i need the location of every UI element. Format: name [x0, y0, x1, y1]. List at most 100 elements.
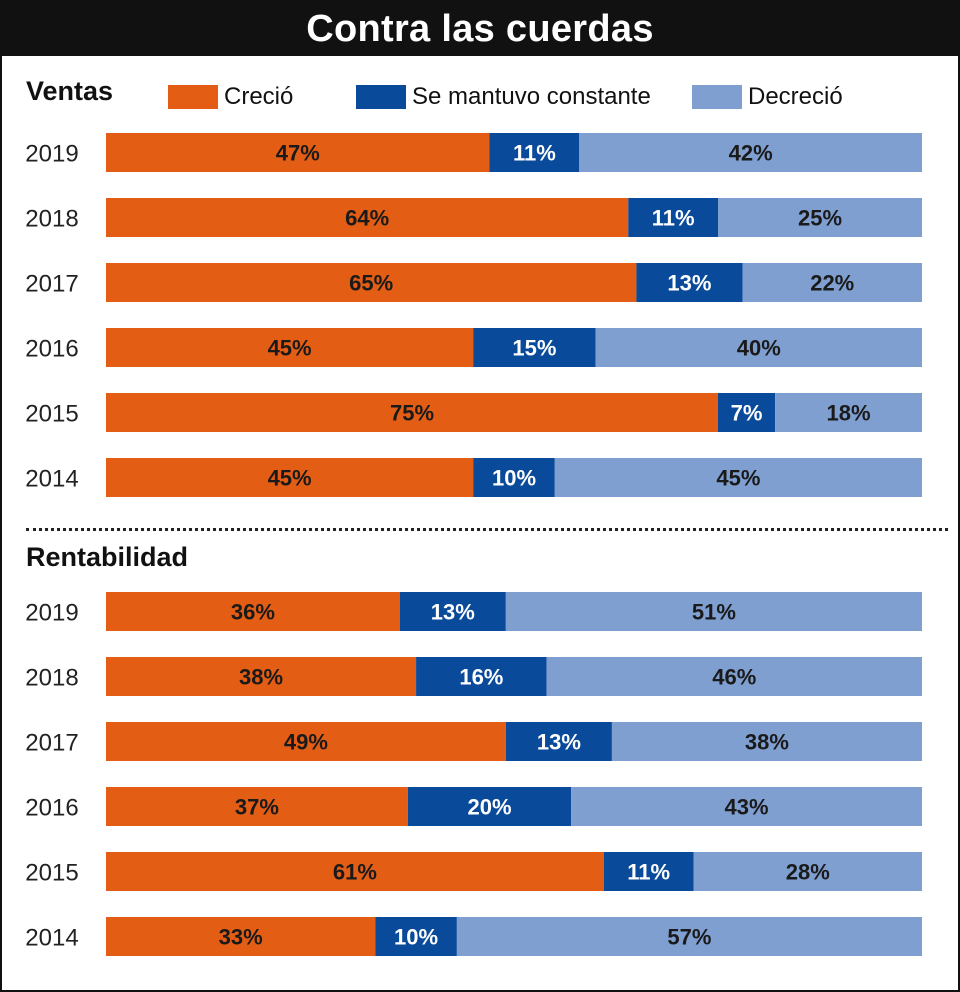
ventas-bar-2016-constant: [473, 328, 596, 367]
rentabilidad-value-label-2017-decreased: 38%: [745, 730, 789, 755]
ventas-value-label-2014-constant: 10%: [492, 466, 536, 491]
rentabilidad-bar-2015-decreased: [693, 852, 922, 891]
ventas-value-label-2016-grew: 45%: [268, 336, 312, 361]
ventas-bar-2016-decreased: [595, 328, 922, 367]
ventas-value-label-2015-constant: 7%: [731, 401, 763, 426]
ventas-value-label-2017-constant: 13%: [667, 271, 711, 296]
ventas-year-label-2018: 2018: [25, 206, 78, 233]
ventas-value-label-2019-grew: 47%: [276, 141, 320, 166]
ventas-value-label-2015-grew: 75%: [390, 401, 434, 426]
rentabilidad-year-label-2019: 2019: [25, 600, 78, 627]
ventas-bar-2015-grew: [106, 393, 718, 432]
rentabilidad-value-label-2014-grew: 33%: [219, 925, 263, 950]
chart-title: Contra las cuerdas: [306, 7, 654, 50]
legend-swatch-constant: [356, 85, 406, 109]
rentabilidad-year-label-2014: 2014: [25, 925, 78, 952]
ventas-bar-2014-grew: [106, 458, 474, 497]
rentabilidad-value-label-2018-constant: 16%: [459, 665, 503, 690]
rentabilidad-value-label-2014-constant: 10%: [394, 925, 438, 950]
legend-item-grew: Creció: [168, 82, 293, 112]
legend: Creció Se mantuvo constante Decreció: [2, 82, 958, 112]
section-title-rentabilidad: Rentabilidad: [26, 542, 189, 572]
ventas-bar-2017-decreased: [742, 263, 922, 302]
legend-item-constant: Se mantuvo constante: [356, 82, 651, 112]
rentabilidad-value-label-2019-grew: 36%: [231, 600, 275, 625]
rentabilidad-value-label-2016-constant: 20%: [467, 795, 511, 820]
ventas-bar-2014-constant: [473, 458, 555, 497]
rentabilidad-bar-2019-decreased: [505, 592, 922, 631]
ventas-year-label-2019: 2019: [25, 141, 78, 168]
rentabilidad-bar-2019-constant: [399, 592, 506, 631]
rentabilidad-value-label-2015-grew: 61%: [333, 860, 377, 885]
rentabilidad-value-label-2018-decreased: 46%: [712, 665, 756, 690]
rentabilidad-value-label-2019-decreased: 51%: [692, 600, 736, 625]
ventas-value-label-2017-decreased: 22%: [810, 271, 854, 296]
ventas-year-label-2017: 2017: [25, 271, 78, 298]
ventas-bar-2019-grew: [106, 133, 490, 172]
rentabilidad-value-label-2016-grew: 37%: [235, 795, 279, 820]
rentabilidad-bar-2014-decreased: [456, 917, 922, 956]
ventas-value-label-2019-decreased: 42%: [729, 141, 773, 166]
title-bar: Contra las cuerdas: [2, 2, 958, 56]
ventas-bar-2015-constant: [718, 393, 776, 432]
legend-label-decreased: Decreció: [748, 83, 843, 110]
rentabilidad-bar-2015-grew: [106, 852, 604, 891]
ventas-value-label-2014-decreased: 45%: [716, 466, 760, 491]
ventas-value-label-2018-grew: 64%: [345, 206, 389, 231]
ventas-value-label-2018-decreased: 25%: [798, 206, 842, 231]
rentabilidad-value-label-2015-constant: 11%: [627, 860, 670, 885]
ventas-bar-2019-constant: [489, 133, 580, 172]
ventas-value-label-2018-constant: 11%: [652, 206, 695, 231]
ventas-value-label-2014-grew: 45%: [268, 466, 312, 491]
rentabilidad-bar-2014-constant: [375, 917, 457, 956]
rentabilidad-value-label-2017-grew: 49%: [284, 730, 328, 755]
rentabilidad-bar-2018-constant: [416, 657, 547, 696]
ventas-year-label-2014: 2014: [25, 466, 78, 493]
ventas-value-label-2017-grew: 65%: [349, 271, 393, 296]
ventas-value-label-2019-constant: 11%: [513, 141, 556, 166]
rentabilidad-bar-2017-constant: [505, 722, 612, 761]
section-title-ventas: Ventas: [26, 76, 114, 106]
rentabilidad-bar-2018-decreased: [546, 657, 922, 696]
ventas-bar-2018-decreased: [718, 198, 922, 237]
rentabilidad-year-label-2016: 2016: [25, 795, 78, 822]
legend-swatch-grew: [168, 85, 218, 109]
ventas-year-label-2016: 2016: [25, 336, 78, 363]
rentabilidad-bar-2017-grew: [106, 722, 506, 761]
ventas-bar-2017-grew: [106, 263, 637, 302]
rentabilidad-year-label-2017: 2017: [25, 730, 78, 757]
rentabilidad-bar-2015-constant: [603, 852, 694, 891]
rentabilidad-year-label-2015: 2015: [25, 860, 78, 887]
rentabilidad-value-label-2019-constant: 13%: [431, 600, 475, 625]
ventas-value-label-2016-constant: 15%: [512, 336, 556, 361]
ventas-bar-2017-constant: [636, 263, 743, 302]
ventas-bar-2016-grew: [106, 328, 474, 367]
ventas-value-label-2015-decreased: 18%: [827, 401, 871, 426]
ventas-bar-2018-constant: [628, 198, 718, 237]
rentabilidad-bar-2019-grew: [106, 592, 400, 631]
rentabilidad-bar-2018-grew: [106, 657, 417, 696]
ventas-year-label-2015: 2015: [25, 401, 78, 428]
ventas-bar-2015-decreased: [775, 393, 922, 432]
ventas-bar-2019-decreased: [579, 133, 922, 172]
rentabilidad-bar-2016-decreased: [571, 787, 922, 826]
ventas-bar-2018-grew: [106, 198, 629, 237]
legend-swatch-decreased: [692, 85, 742, 109]
rentabilidad-value-label-2014-decreased: 57%: [667, 925, 711, 950]
legend-label-grew: Creció: [224, 83, 294, 110]
rentabilidad-value-label-2018-grew: 38%: [239, 665, 283, 690]
rentabilidad-bar-2016-grew: [106, 787, 408, 826]
legend-item-decreased: Decreció: [692, 82, 843, 112]
section-divider: [26, 528, 948, 531]
rentabilidad-value-label-2016-decreased: 43%: [725, 795, 769, 820]
rentabilidad-bar-2017-decreased: [611, 722, 922, 761]
ventas-value-label-2016-decreased: 40%: [737, 336, 781, 361]
rentabilidad-bar-2016-constant: [407, 787, 572, 826]
ventas-bar-2014-decreased: [554, 458, 922, 497]
rentabilidad-value-label-2017-constant: 13%: [537, 730, 581, 755]
rentabilidad-value-label-2015-decreased: 28%: [786, 860, 830, 885]
rentabilidad-year-label-2018: 2018: [25, 665, 78, 692]
legend-label-constant: Se mantuvo constante: [412, 83, 651, 110]
rentabilidad-bar-2014-grew: [106, 917, 376, 956]
